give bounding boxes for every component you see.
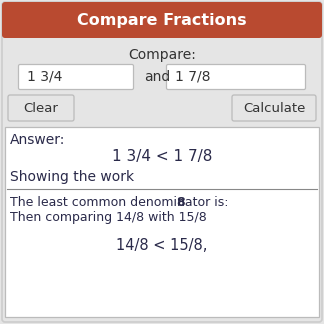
Text: and: and [144,70,170,84]
FancyBboxPatch shape [5,127,319,317]
Text: Showing the work: Showing the work [10,170,134,184]
Text: 1 3/4: 1 3/4 [27,70,63,84]
FancyBboxPatch shape [232,95,316,121]
FancyBboxPatch shape [167,64,306,89]
Text: Calculate: Calculate [243,101,305,114]
Text: 14/8 < 15/8,: 14/8 < 15/8, [116,237,208,252]
Text: 1 3/4 < 1 7/8: 1 3/4 < 1 7/8 [112,149,212,165]
FancyBboxPatch shape [2,2,322,38]
FancyBboxPatch shape [18,64,133,89]
Text: 8: 8 [177,196,185,210]
FancyBboxPatch shape [8,95,74,121]
Text: Compare:: Compare: [128,48,196,62]
FancyBboxPatch shape [2,2,322,322]
Text: Answer:: Answer: [10,133,65,147]
Text: 1 7/8: 1 7/8 [175,70,211,84]
Text: The least common denominator is:: The least common denominator is: [10,196,233,210]
Text: Clear: Clear [24,101,58,114]
Text: Compare Fractions: Compare Fractions [77,13,247,28]
Text: Then comparing 14/8 with 15/8: Then comparing 14/8 with 15/8 [10,211,207,224]
